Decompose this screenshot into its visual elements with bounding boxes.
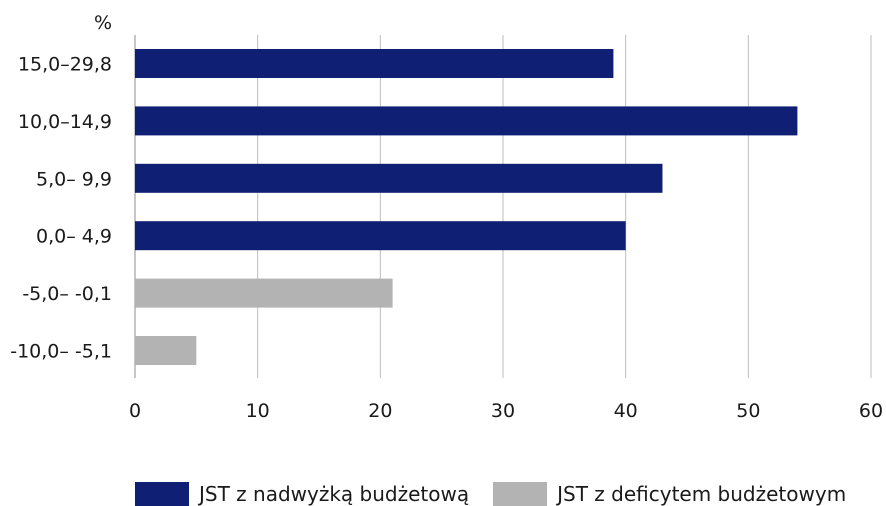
legend-item-deficit: JST z deficytem budżetowym bbox=[493, 481, 847, 506]
x-tick-label: 50 bbox=[736, 400, 760, 422]
bar-surplus bbox=[135, 221, 626, 251]
category-label: 0,0– 4,9 bbox=[36, 226, 112, 248]
x-tick-label: 30 bbox=[491, 400, 515, 422]
legend-swatch-surplus bbox=[135, 481, 189, 506]
category-label: -10,0– -5,1 bbox=[10, 341, 112, 363]
x-tick-labels: 0 10 20 30 40 50 60 bbox=[129, 400, 883, 422]
legend-label-surplus: JST z nadwyżką budżetową bbox=[199, 481, 470, 506]
x-tick-label: 40 bbox=[614, 400, 638, 422]
legend-label-deficit: JST z deficytem budżetowym bbox=[557, 481, 847, 506]
bars bbox=[135, 49, 798, 365]
x-tick-label: 20 bbox=[368, 400, 392, 422]
bar-surplus bbox=[135, 49, 614, 78]
bar-surplus bbox=[135, 106, 798, 136]
bar-deficit bbox=[135, 336, 197, 365]
unit-label: % bbox=[94, 12, 112, 34]
x-tick-label: 10 bbox=[246, 400, 270, 422]
category-label: -5,0– -0,1 bbox=[22, 283, 112, 305]
x-tick-label: 0 bbox=[129, 400, 141, 422]
category-label: 10,0–14,9 bbox=[18, 111, 112, 133]
category-label: 5,0– 9,9 bbox=[36, 168, 112, 190]
x-tick-label: 60 bbox=[859, 400, 883, 422]
category-labels: 15,0–29,8 10,0–14,9 5,0– 9,9 0,0– 4,9 -5,0– … bbox=[10, 54, 112, 363]
category-label: 15,0–29,8 bbox=[18, 54, 112, 76]
bar-surplus bbox=[135, 163, 663, 193]
gridlines bbox=[134, 35, 872, 378]
legend: JST z nadwyżką budżetową JST z deficytem… bbox=[135, 481, 870, 506]
bar-chart: 15,0–29,8 10,0–14,9 5,0– 9,9 0,0– 4,9 -5,0– … bbox=[10, 12, 883, 422]
legend-swatch-deficit bbox=[493, 481, 548, 506]
bar-deficit bbox=[135, 278, 393, 308]
legend-item-surplus: JST z nadwyżką budżetową bbox=[135, 481, 470, 506]
